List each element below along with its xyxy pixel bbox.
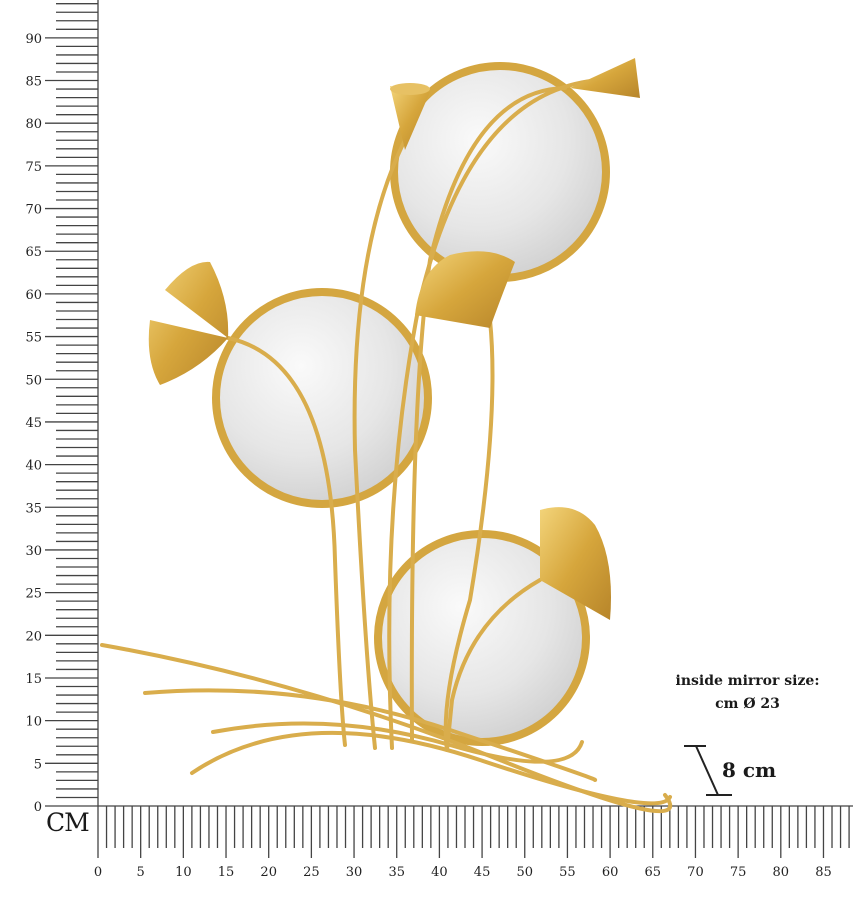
- horizontal-ruler-label: 40: [431, 865, 448, 880]
- horizontal-ruler-label: 60: [602, 865, 619, 880]
- horizontal-ruler-label: 5: [137, 865, 145, 880]
- lotus-pod-top: [390, 83, 430, 150]
- vertical-ruler-label: 70: [25, 203, 42, 218]
- vertical-ruler-label: 65: [25, 245, 42, 260]
- vertical-ruler-label: 90: [25, 32, 42, 47]
- horizontal-ruler-label: 35: [388, 865, 405, 880]
- vertical-ruler-label: 30: [25, 544, 42, 559]
- vertical-ruler-label: 0: [34, 800, 42, 815]
- leaf-left: [148, 261, 229, 385]
- vertical-ruler-label: 85: [25, 75, 42, 90]
- horizontal-ruler-label: 55: [559, 865, 576, 880]
- vertical-ruler-label: 45: [25, 416, 42, 431]
- vertical-ruler-label: 40: [25, 459, 42, 474]
- horizontal-ruler-label: 10: [175, 865, 192, 880]
- horizontal-ruler-label: 70: [687, 865, 704, 880]
- vertical-ruler-label: 20: [25, 629, 42, 644]
- vertical-ruler-label: 5: [34, 757, 42, 772]
- horizontal-ruler-label: 50: [516, 865, 533, 880]
- leaf-bottom-right: [540, 507, 611, 620]
- mirror-size-line2: cm Ø 23: [715, 696, 780, 712]
- vertical-ruler-label: 60: [25, 288, 42, 303]
- ruler: 0 5 10 15 20 25 30 35 40 45 50 55 60 65 70 75 80 85 90 0 5 10…: [25, 0, 853, 880]
- depth-label: 8 cm: [722, 758, 777, 782]
- horizontal-ruler-label: 30: [346, 865, 363, 880]
- vertical-ruler-label: 75: [25, 160, 42, 175]
- lotus-pod-right: [570, 58, 640, 98]
- vertical-ruler-label: 50: [25, 373, 42, 388]
- horizontal-ruler-label: 45: [474, 865, 491, 880]
- horizontal-ruler-label: 25: [303, 865, 320, 880]
- horizontal-ruler-label: 20: [260, 865, 277, 880]
- vertical-ruler-label: 80: [25, 117, 42, 132]
- vertical-ruler-label: 55: [25, 331, 42, 346]
- horizontal-ruler-label: 65: [645, 865, 662, 880]
- horizontal-ruler-label: 0: [94, 865, 102, 880]
- mirror-left: [212, 288, 432, 508]
- vertical-ruler-label: 35: [25, 501, 42, 516]
- mirror-size-note: inside mirror size: cm Ø 23: [660, 670, 835, 716]
- vertical-ruler-label: 15: [25, 672, 42, 687]
- leaf-middle: [415, 251, 515, 328]
- horizontal-ruler-label: 85: [815, 865, 832, 880]
- depth-marker: [684, 745, 732, 796]
- horizontal-ruler-label: 75: [730, 865, 747, 880]
- horizontal-ruler-label: 80: [773, 865, 790, 880]
- vertical-ruler-label: 25: [25, 587, 42, 602]
- horizontal-ruler-label: 15: [218, 865, 235, 880]
- unit-label: CM: [46, 808, 90, 837]
- vertical-ruler-label: 10: [25, 715, 42, 730]
- mirror-size-line1: inside mirror size:: [675, 673, 820, 689]
